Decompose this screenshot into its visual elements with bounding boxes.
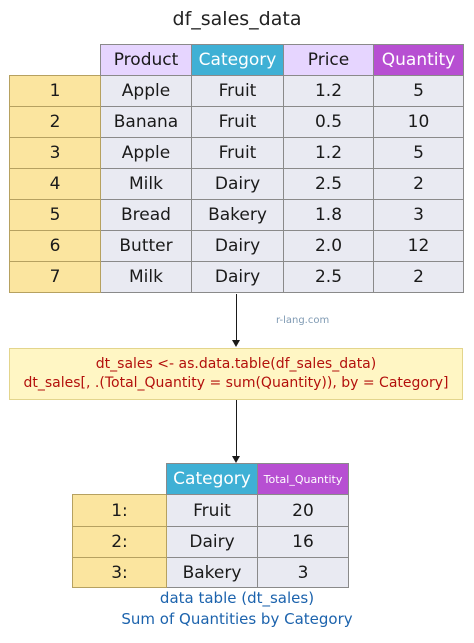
result-data-table: Category Total_Quantity 1: Fruit 20 2: D… xyxy=(72,463,349,588)
cell-category: Fruit xyxy=(191,106,284,138)
cell-quantity: 5 xyxy=(373,137,464,169)
cell-product: Milk xyxy=(100,261,192,293)
cell-category: Bakery xyxy=(191,199,284,231)
row-index: 2 xyxy=(9,106,101,138)
cell-product: Banana xyxy=(100,106,192,138)
cell-total-quantity: 3 xyxy=(257,557,349,588)
cell-category: Dairy xyxy=(191,230,284,262)
header-quantity: Quantity xyxy=(373,44,464,76)
cell-product: Milk xyxy=(100,168,192,200)
cell-price: 2.0 xyxy=(283,230,374,262)
arrow-down-icon xyxy=(232,456,240,463)
table-row: 2: Dairy 16 xyxy=(72,526,349,558)
header-spacer xyxy=(10,45,101,76)
cell-product: Bread xyxy=(100,199,192,231)
table-row: 1: Fruit 20 xyxy=(72,494,349,527)
table-row: 2 Banana Fruit 0.5 10 xyxy=(9,106,464,138)
cell-category: Dairy xyxy=(191,261,284,293)
cell-product: Butter xyxy=(100,230,192,262)
cell-price: 2.5 xyxy=(283,261,374,293)
row-index: 7 xyxy=(9,261,101,293)
table-row: 6 Butter Dairy 2.0 12 xyxy=(9,230,464,262)
cell-quantity: 2 xyxy=(373,168,464,200)
cell-category: Fruit xyxy=(191,75,284,107)
cell-price: 1.2 xyxy=(283,137,374,169)
cell-category: Bakery xyxy=(166,557,258,588)
cell-quantity: 10 xyxy=(373,106,464,138)
cell-category: Dairy xyxy=(191,168,284,200)
code-box: dt_sales <- as.data.table(df_sales_data)… xyxy=(9,348,463,400)
table-header-row: Product Category Price Quantity xyxy=(10,44,464,76)
cell-total-quantity: 20 xyxy=(257,494,349,527)
table-row: 3 Apple Fruit 1.2 5 xyxy=(9,137,464,169)
header-product: Product xyxy=(100,44,192,76)
row-index: 5 xyxy=(9,199,101,231)
cell-category: Fruit xyxy=(166,494,258,527)
top-table-title: df_sales_data xyxy=(172,8,302,30)
row-index: 3: xyxy=(72,557,167,588)
row-index: 2: xyxy=(72,526,167,558)
cell-price: 1.8 xyxy=(283,199,374,231)
code-line-1: dt_sales <- as.data.table(df_sales_data) xyxy=(95,356,377,372)
cell-price: 1.2 xyxy=(283,75,374,107)
arrow-down-icon xyxy=(232,340,240,347)
table-header-row: Category Total_Quantity xyxy=(73,463,349,495)
cell-category: Fruit xyxy=(191,137,284,169)
row-index: 3 xyxy=(9,137,101,169)
caption-line-2: Sum of Quantities by Category xyxy=(121,610,353,628)
row-index: 6 xyxy=(9,230,101,262)
watermark: r-lang.com xyxy=(276,315,330,326)
table-row: 4 Milk Dairy 2.5 2 xyxy=(9,168,464,200)
cell-price: 2.5 xyxy=(283,168,374,200)
header-total-quantity: Total_Quantity xyxy=(257,463,349,495)
row-index: 1 xyxy=(9,75,101,107)
cell-category: Dairy xyxy=(166,526,258,558)
cell-quantity: 12 xyxy=(373,230,464,262)
cell-total-quantity: 16 xyxy=(257,526,349,558)
table-row: 1 Apple Fruit 1.2 5 xyxy=(9,75,464,107)
header-category: Category xyxy=(191,44,284,76)
header-price: Price xyxy=(283,44,374,76)
row-index: 1: xyxy=(72,494,167,527)
code-line-2: dt_sales[, .(Total_Quantity = sum(Quanti… xyxy=(23,375,449,391)
cell-product: Apple xyxy=(100,75,192,107)
table-row: 7 Milk Dairy 2.5 2 xyxy=(9,261,464,293)
arrow-line-top xyxy=(236,294,237,340)
table-row: 3: Bakery 3 xyxy=(72,557,349,588)
header-spacer xyxy=(73,464,167,495)
arrow-line-bottom xyxy=(236,400,237,456)
row-index: 4 xyxy=(9,168,101,200)
cell-product: Apple xyxy=(100,137,192,169)
cell-quantity: 3 xyxy=(373,199,464,231)
cell-price: 0.5 xyxy=(283,106,374,138)
cell-quantity: 5 xyxy=(373,75,464,107)
header-category: Category xyxy=(166,463,258,495)
caption-line-1: data table (dt_sales) xyxy=(159,589,315,607)
sales-data-table: Product Category Price Quantity 1 Apple … xyxy=(9,44,464,293)
table-row: 5 Bread Bakery 1.8 3 xyxy=(9,199,464,231)
cell-quantity: 2 xyxy=(373,261,464,293)
